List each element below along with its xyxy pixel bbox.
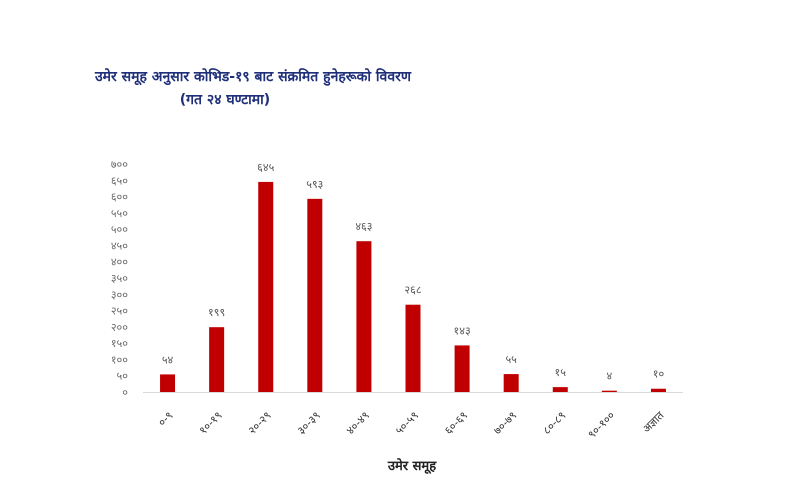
y-tick-label: ५०: [117, 370, 129, 383]
y-tick-label: ६५०: [111, 174, 128, 187]
bar-value-label: १०: [653, 368, 665, 381]
bar-value-label: ४: [606, 370, 612, 383]
y-tick-label: २००: [111, 321, 128, 334]
bar: [454, 345, 470, 392]
y-tick-label: ५५०: [111, 207, 128, 220]
y-axis-ticks: ० ५० १०० १५० २०० २५० ३०० ३५० ४०० ४५० ५०० ५५० ६०० ६५० ७…: [111, 158, 128, 399]
x-axis-label: उमेर समूह: [387, 458, 437, 474]
bar: [160, 374, 176, 392]
bar: [258, 181, 274, 392]
bar-value-label: १९९: [208, 306, 225, 319]
chart-title-line: उमेर समूह अनुसार कोभिड-१९ बाट संक्रमित ह…: [95, 69, 411, 85]
x-category-label: ०-९: [156, 409, 176, 429]
x-category-label: ९०-१००: [585, 409, 617, 441]
bar-value-label: ५४: [162, 353, 174, 366]
bar-value-label: ५५: [505, 353, 517, 366]
x-category-label: ५०-५९: [393, 409, 421, 437]
x-axis-categories: ०-९ १०-१९ २०-२९ ३०-३९ ४०-४९ ५०-५९ ६०-६९ ७०-७९ ८०…: [156, 408, 668, 441]
x-category-label: २०-२९: [246, 409, 274, 437]
bar-value-label: २६८: [404, 284, 421, 297]
bar: [405, 304, 421, 392]
y-tick-label: ०: [122, 386, 128, 399]
bar: [209, 327, 225, 392]
bar: [307, 198, 323, 392]
bar: [552, 387, 568, 392]
x-category-label: ८०-८९: [540, 409, 568, 437]
bar: [601, 390, 617, 392]
y-tick-label: ३५०: [111, 272, 128, 285]
bar-value-label: १५: [555, 366, 567, 379]
bar-value-label: ४६३: [355, 220, 372, 233]
bar-value-label: ६४५: [257, 161, 274, 174]
y-tick-label: १५०: [111, 337, 128, 350]
x-category-label: १०-१९: [197, 409, 225, 437]
x-category-label: ४०-४९: [344, 409, 372, 437]
y-tick-label: ५००: [111, 223, 128, 236]
bar: [356, 241, 372, 392]
y-tick-label: ४००: [111, 256, 128, 269]
y-tick-label: ६००: [111, 191, 128, 204]
chart-subtitle: (गत २४ घण्टामा): [179, 92, 271, 108]
y-tick-label: ४५०: [111, 239, 128, 252]
y-tick-label: २५०: [111, 305, 128, 318]
y-tick-label: ३००: [111, 288, 128, 301]
chart-title: उमेर समूह अनुसार कोभिड-१९ बाट संक्रमित ह…: [95, 66, 411, 112]
bar: [503, 374, 519, 392]
bar-value-label: ५९३: [306, 178, 323, 191]
bar: [650, 388, 666, 392]
x-category-label: अज्ञात: [640, 408, 667, 435]
x-category-label: ७०-७९: [491, 409, 519, 437]
bar-value-label: १४३: [454, 324, 471, 337]
x-category-label: ६०-६९: [442, 409, 470, 437]
x-category-label: ३०-३९: [295, 409, 323, 437]
y-tick-label: १००: [111, 353, 128, 366]
value-labels: ५४ १९९ ६४५ ५९३ ४६३ २६८ १४३ ५५ १५ ४ १०: [162, 161, 665, 383]
bars: [160, 181, 666, 392]
y-tick-label: ७००: [111, 158, 128, 171]
